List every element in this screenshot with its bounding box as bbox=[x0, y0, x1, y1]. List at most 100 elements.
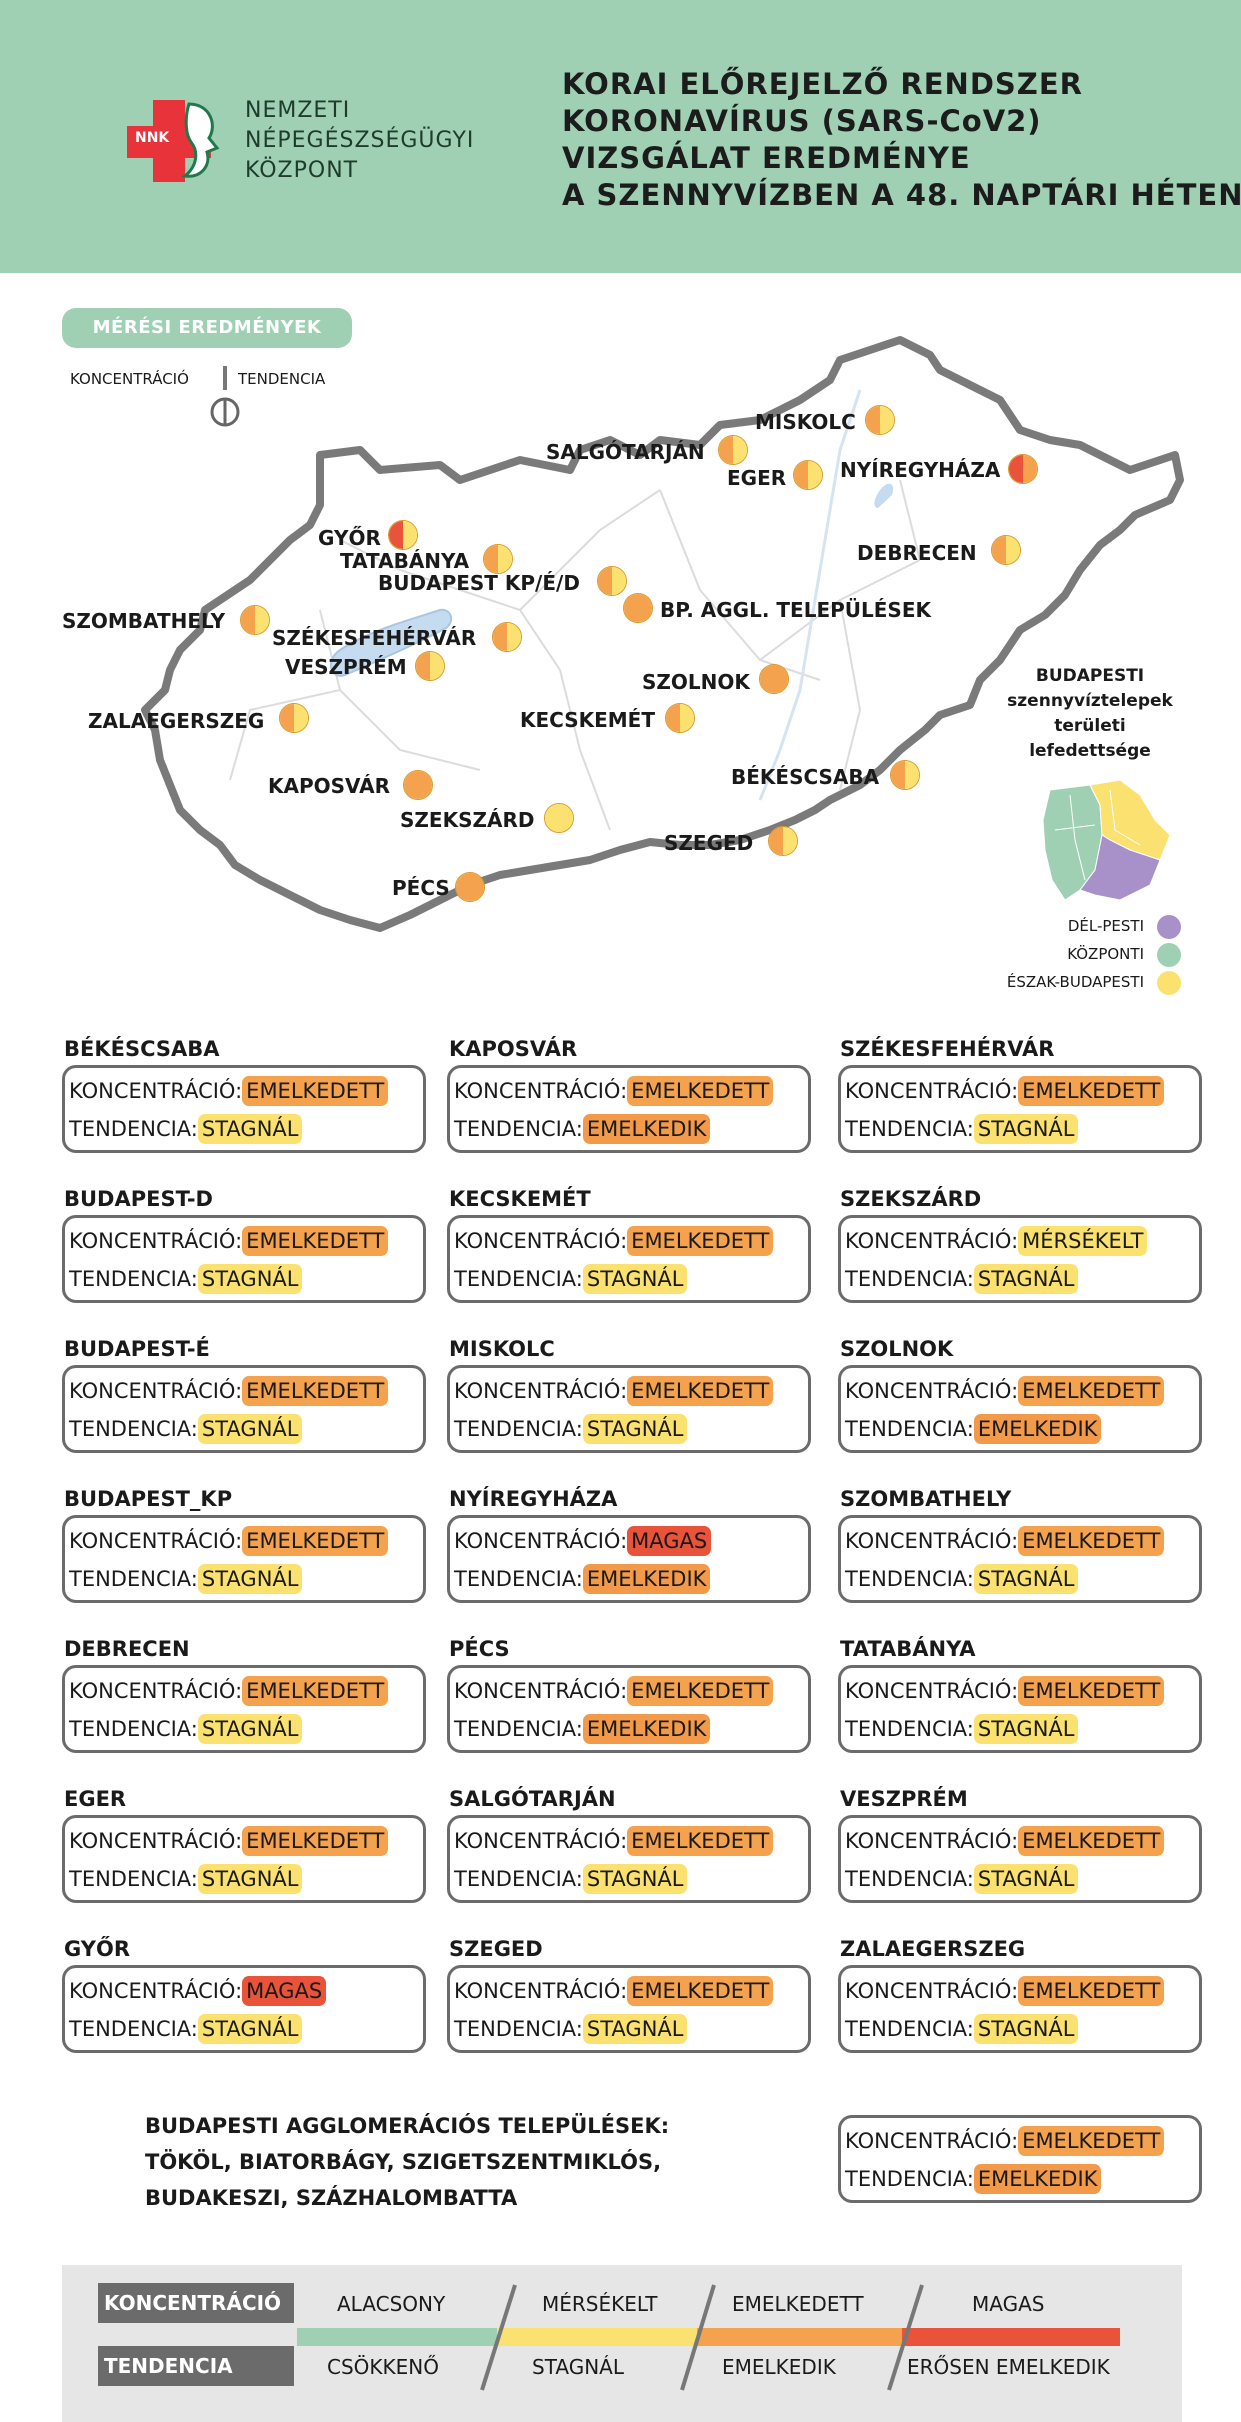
conc-label: KONCENTRÁCIÓ: bbox=[454, 1979, 628, 2003]
map-city-eger: EGER bbox=[727, 466, 787, 490]
result-card: KONCENTRÁCIÓ: EMELKEDETT TENDENCIA: STAGNÁL bbox=[62, 1065, 426, 1153]
card-title: SZEGED bbox=[449, 1937, 543, 1961]
trend-row: TENDENCIA: STAGNÁL bbox=[845, 1564, 1079, 1594]
trend-label: TENDENCIA: bbox=[845, 1117, 974, 1141]
legend-bar-mersekelt bbox=[497, 2328, 697, 2346]
legend-trend-stagnal: STAGNÁL bbox=[532, 2355, 624, 2379]
legend-separators bbox=[480, 2284, 924, 2391]
aggl-conc-row: KONCENTRÁCIÓ: EMELKEDETT bbox=[845, 2126, 1165, 2156]
trend-value-tag: STAGNÁL bbox=[973, 1714, 1079, 1744]
card-title: DEBRECEN bbox=[64, 1637, 190, 1661]
card-title: GYŐR bbox=[64, 1937, 131, 1961]
conc-value-tag: EMELKEDETT bbox=[627, 1826, 774, 1856]
conc-label: KONCENTRÁCIÓ: bbox=[454, 1229, 628, 1253]
trend-label: TENDENCIA: bbox=[69, 1567, 198, 1591]
bp-coverage-title: BUDAPESTI szennyvíztelepek területi lefe… bbox=[990, 664, 1190, 764]
card-title: SALGÓTARJÁN bbox=[449, 1787, 616, 1811]
legend-trend-label: TENDENCIA bbox=[98, 2346, 294, 2386]
conc-value-tag: EMELKEDETT bbox=[242, 1826, 389, 1856]
conc-label: KONCENTRÁCIÓ: bbox=[69, 1229, 243, 1253]
trend-label: TENDENCIA: bbox=[454, 1867, 583, 1891]
trend-value-tag: STAGNÁL bbox=[197, 2014, 303, 2044]
trend-value-tag: STAGNÁL bbox=[197, 1714, 303, 1744]
conc-label: KONCENTRÁCIÓ: bbox=[454, 1379, 628, 1403]
title-line: KORONAVÍRUS (SARS-CoV2) bbox=[562, 104, 1042, 138]
conc-row: KONCENTRÁCIÓ: EMELKEDETT bbox=[69, 1076, 389, 1106]
trend-value-tag: STAGNÁL bbox=[197, 1564, 303, 1594]
map-city-zalaegerszeg: ZALAEGERSZEG bbox=[88, 709, 265, 733]
conc-value-tag: EMELKEDETT bbox=[627, 1076, 774, 1106]
page-title: KORAI ELŐREJELZŐ RENDSZER KORONAVÍRUS (S… bbox=[562, 66, 1241, 214]
logo-line: KÖZPONT bbox=[245, 158, 359, 183]
conc-row: KONCENTRÁCIÓ: MAGAS bbox=[454, 1526, 712, 1556]
title-line: KORAI ELŐREJELZŐ RENDSZER bbox=[562, 67, 1083, 101]
conc-row: KONCENTRÁCIÓ: EMELKEDETT bbox=[845, 1676, 1165, 1706]
conc-label: KONCENTRÁCIÓ: bbox=[845, 2129, 1019, 2153]
result-card: KONCENTRÁCIÓ: MAGAS TENDENCIA: STAGNÁL bbox=[62, 1965, 426, 2053]
map-dot-szekesfehervar bbox=[492, 622, 522, 652]
trend-value-tag: STAGNÁL bbox=[973, 1564, 1079, 1594]
key-circle-icon bbox=[210, 397, 240, 427]
conc-label: KONCENTRÁCIÓ: bbox=[454, 1529, 628, 1553]
legend-bar-emelkedett bbox=[697, 2328, 902, 2346]
result-card: KONCENTRÁCIÓ: EMELKEDETT TENDENCIA: STAGNÁL bbox=[838, 1815, 1202, 1903]
trend-label: TENDENCIA: bbox=[69, 2017, 198, 2041]
river-tisza bbox=[758, 389, 862, 801]
bp-legend-kozponti: KÖZPONTI bbox=[1067, 945, 1144, 963]
trend-row: TENDENCIA: STAGNÁL bbox=[845, 1864, 1079, 1894]
title-line: VIZSGÁLAT EREDMÉNYE bbox=[562, 141, 971, 175]
map-city-szekesfehervar: SZÉKESFEHÉRVÁR bbox=[272, 626, 477, 650]
trend-value-tag: EMELKEDIK bbox=[582, 1114, 711, 1144]
card-title: NYÍREGYHÁZA bbox=[449, 1487, 618, 1511]
bp-legend-eszak-budapesti-swatch bbox=[1157, 971, 1181, 995]
trend-row: TENDENCIA: EMELKEDIK bbox=[454, 1564, 711, 1594]
map-city-miskolc: MISKOLC bbox=[755, 410, 856, 434]
trend-row: TENDENCIA: STAGNÁL bbox=[454, 1414, 688, 1444]
trend-label: TENDENCIA: bbox=[845, 1267, 974, 1291]
lake-balaton bbox=[330, 608, 453, 677]
bp-title-line: területi bbox=[1054, 716, 1126, 736]
aggl-result-card: KONCENTRÁCIÓ: EMELKEDETT TENDENCIA: EMELKE… bbox=[838, 2115, 1202, 2203]
legend-conc-magas: MAGAS bbox=[972, 2292, 1045, 2316]
conc-value-tag: EMELKEDETT bbox=[1018, 1376, 1165, 1406]
conc-value-tag: EMELKEDETT bbox=[1018, 1676, 1165, 1706]
aggl-line: TÖKÖL, BIATORBÁGY, SZIGETSZENTMIKLÓS, bbox=[145, 2150, 662, 2174]
trend-row: TENDENCIA: STAGNÁL bbox=[845, 1264, 1079, 1294]
card-title: PÉCS bbox=[449, 1637, 510, 1661]
map-city-pecs: PÉCS bbox=[392, 876, 450, 900]
trend-value-tag: STAGNÁL bbox=[197, 1414, 303, 1444]
conc-row: KONCENTRÁCIÓ: EMELKEDETT bbox=[454, 1676, 774, 1706]
map-city-szolnok: SZOLNOK bbox=[642, 670, 750, 694]
trend-value-tag: STAGNÁL bbox=[197, 1264, 303, 1294]
legend-conc-emelkedett: EMELKEDETT bbox=[732, 2292, 864, 2316]
trend-label: TENDENCIA: bbox=[845, 1417, 974, 1441]
budapest-coverage-map bbox=[1042, 780, 1171, 901]
conc-value-tag: EMELKEDETT bbox=[242, 1076, 389, 1106]
result-card: KONCENTRÁCIÓ: EMELKEDETT TENDENCIA: EMELKED… bbox=[447, 1665, 811, 1753]
trend-row: TENDENCIA: STAGNÁL bbox=[69, 2014, 303, 2044]
conc-row: KONCENTRÁCIÓ: EMELKEDETT bbox=[454, 1976, 774, 2006]
trend-label: TENDENCIA: bbox=[69, 1117, 198, 1141]
card-title: TATABÁNYA bbox=[840, 1637, 976, 1661]
trend-label: TENDENCIA: bbox=[845, 1867, 974, 1891]
legend-bar-alacsony bbox=[297, 2328, 497, 2346]
card-title: BÉKÉSCSABA bbox=[64, 1037, 220, 1061]
legend-trend-csokkeno: CSÖKKENŐ bbox=[327, 2355, 439, 2379]
aggl-trend-row: TENDENCIA: EMELKEDIK bbox=[845, 2164, 1102, 2194]
map-city-kecskemet: KECSKEMÉT bbox=[520, 708, 655, 732]
map-dot-pecs bbox=[455, 872, 485, 902]
trend-value-tag: STAGNÁL bbox=[582, 1414, 688, 1444]
conc-value-tag: EMELKEDETT bbox=[627, 1976, 774, 2006]
card-title: SZÉKESFEHÉRVÁR bbox=[840, 1037, 1055, 1061]
trend-label: TENDENCIA: bbox=[454, 1267, 583, 1291]
nnk-logo-icon bbox=[127, 100, 220, 182]
trend-label: TENDENCIA: bbox=[845, 2017, 974, 2041]
conc-label: KONCENTRÁCIÓ: bbox=[454, 1079, 628, 1103]
legend-conc-alacsony: ALACSONY bbox=[337, 2292, 446, 2316]
section-label: MÉRÉSI EREDMÉNYEK bbox=[62, 308, 352, 348]
map-city-bp-aggl: BP. AGGL. TELEPÜLÉSEK bbox=[660, 598, 931, 622]
map-dot-budapest bbox=[597, 566, 627, 596]
trend-value-tag: STAGNÁL bbox=[197, 1864, 303, 1894]
bp-legend-del-pesti: DÉL-PESTI bbox=[1067, 917, 1144, 935]
map-dot-szombathely bbox=[240, 605, 270, 635]
